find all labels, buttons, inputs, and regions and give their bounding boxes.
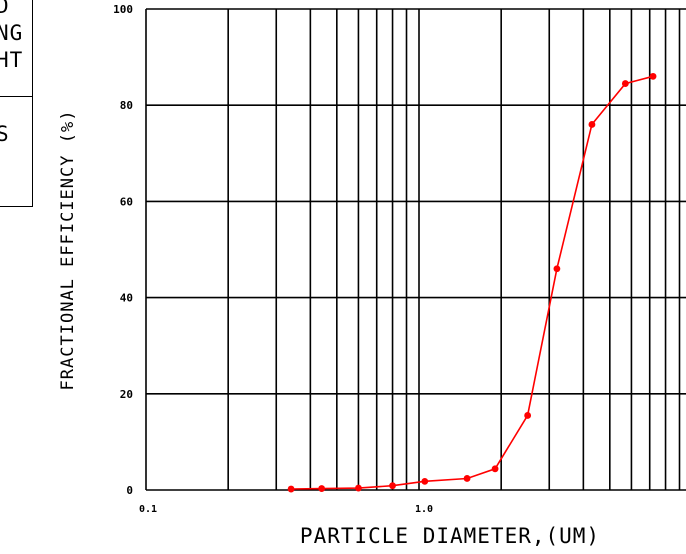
x-axis-label: PARTICLE DIAMETER,(UM): [300, 524, 600, 548]
grid: [145, 8, 686, 491]
y-tick-label: 0: [126, 484, 133, 497]
x-tick-label: 0.1: [139, 504, 157, 515]
data-point: [491, 465, 499, 473]
data-point: [421, 477, 429, 485]
y-tick-label: 80: [120, 99, 133, 112]
data-point: [553, 265, 561, 273]
y-axis-label: FRACTIONAL EFFICIENCY (%): [58, 110, 78, 391]
y-tick-label: 100: [113, 3, 133, 16]
legend-box: [0, 0, 33, 207]
data-point: [389, 482, 396, 490]
data-point: [287, 485, 295, 493]
data-point: [463, 475, 471, 482]
y-tick-label: 40: [120, 292, 133, 305]
data-point: [621, 80, 629, 87]
y-tick-label: 20: [120, 388, 133, 401]
data-point: [318, 485, 326, 492]
data-point: [588, 121, 596, 128]
legend-text-line-2: NG: [0, 21, 24, 45]
data-point: [524, 412, 532, 419]
x-tick-label: 1.0: [415, 504, 433, 515]
series-layer: [287, 72, 657, 493]
y-tick-label: 60: [120, 195, 133, 208]
data-point: [355, 484, 362, 492]
legend-text-line-1: D: [0, 0, 10, 18]
series-line: [291, 75, 654, 490]
legend-divider: [0, 96, 32, 97]
legend-text-line-4: S: [0, 122, 10, 146]
tick-labels: 0 20 40 60 80 100 0.1 1.0: [113, 3, 433, 515]
data-point: [649, 72, 657, 80]
legend-text-line-3: HT: [0, 48, 24, 72]
